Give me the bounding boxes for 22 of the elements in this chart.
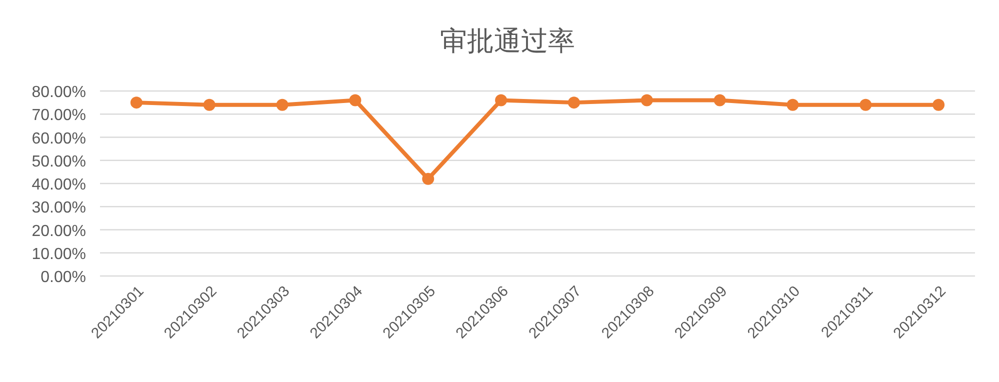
y-tick-label: 30.00% [32,200,86,217]
point [349,94,362,106]
y-tick-label: 50.00% [32,153,86,170]
point [860,98,872,111]
point [786,98,799,111]
point [203,98,216,111]
point [932,98,945,111]
point [276,98,288,111]
y-tick-label: 20.00% [32,222,86,240]
y-tick-label: 10.00% [32,246,86,263]
point [640,94,653,106]
point [568,96,580,109]
y-tick-label: 40.00% [32,176,86,194]
point [130,96,142,109]
chart-title: 审批通过率 [440,26,575,56]
y-tick-label: 0.00% [40,269,86,286]
point [422,172,434,185]
y-tick-label: 60.00% [32,130,86,148]
y-tick-label: 80.00% [32,84,86,101]
point [495,94,508,106]
y-tick-label: 70.00% [32,107,86,124]
point [714,94,726,106]
